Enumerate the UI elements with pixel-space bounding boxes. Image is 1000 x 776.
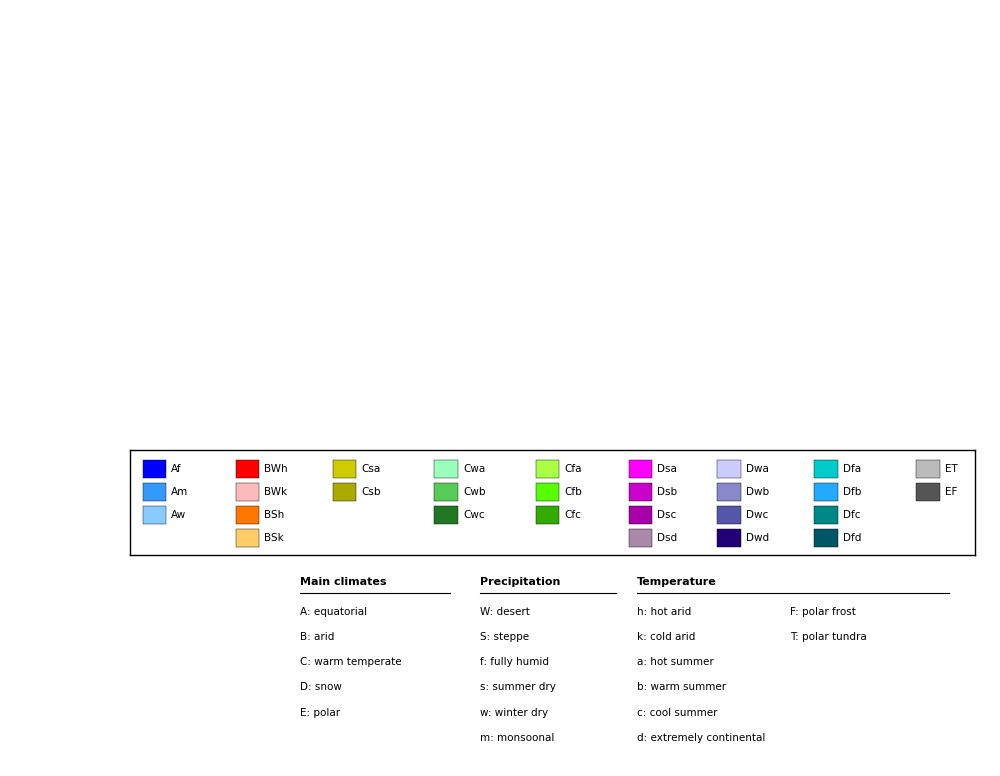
Text: C: warm temperate: C: warm temperate — [300, 657, 402, 667]
Text: F: polar frost: F: polar frost — [790, 607, 855, 617]
Text: h: hot arid: h: hot arid — [637, 607, 691, 617]
Text: Af: Af — [171, 464, 182, 474]
Text: Dwd: Dwd — [746, 533, 769, 543]
Text: BSk: BSk — [264, 533, 284, 543]
Text: s: summer dry: s: summer dry — [480, 683, 556, 692]
Bar — [236, 483, 259, 501]
Bar — [143, 460, 166, 478]
Text: Dwb: Dwb — [746, 487, 769, 497]
Bar — [717, 529, 741, 547]
Text: W: desert: W: desert — [480, 607, 530, 617]
Text: Dsd: Dsd — [657, 533, 677, 543]
Text: d: extremely continental: d: extremely continental — [637, 733, 765, 743]
Bar — [717, 483, 741, 501]
Text: b: warm summer: b: warm summer — [637, 683, 726, 692]
Text: Dfc: Dfc — [843, 510, 861, 520]
Text: k: cold arid: k: cold arid — [637, 632, 695, 642]
Bar — [814, 529, 838, 547]
Bar — [916, 460, 940, 478]
Text: Dfb: Dfb — [843, 487, 862, 497]
Text: f: fully humid: f: fully humid — [480, 657, 549, 667]
Text: Dfa: Dfa — [843, 464, 861, 474]
Text: Cwa: Cwa — [463, 464, 485, 474]
Bar — [434, 506, 458, 524]
Text: a: hot summer: a: hot summer — [637, 657, 713, 667]
Text: Dfd: Dfd — [843, 533, 862, 543]
Text: BWk: BWk — [264, 487, 287, 497]
Bar — [434, 460, 458, 478]
Text: BSh: BSh — [264, 510, 285, 520]
Text: m: monsoonal: m: monsoonal — [480, 733, 555, 743]
Text: Csa: Csa — [362, 464, 381, 474]
Text: A: equatorial: A: equatorial — [300, 607, 367, 617]
Text: Cwb: Cwb — [463, 487, 485, 497]
Text: Cwc: Cwc — [463, 510, 485, 520]
Bar — [629, 460, 652, 478]
Text: ET: ET — [945, 464, 957, 474]
Bar — [536, 506, 559, 524]
Bar — [333, 460, 356, 478]
Text: Temperature: Temperature — [637, 577, 716, 587]
Bar — [814, 483, 838, 501]
Text: BWh: BWh — [264, 464, 288, 474]
Text: Cfa: Cfa — [564, 464, 582, 474]
Text: Cfc: Cfc — [564, 510, 581, 520]
Bar — [236, 529, 259, 547]
Text: Dsa: Dsa — [657, 464, 677, 474]
Text: Dsc: Dsc — [657, 510, 677, 520]
Text: E: polar: E: polar — [300, 708, 340, 718]
Text: Aw: Aw — [171, 510, 187, 520]
Text: Csb: Csb — [362, 487, 381, 497]
Bar — [717, 506, 741, 524]
Bar — [916, 483, 940, 501]
Text: Am: Am — [171, 487, 189, 497]
Bar — [143, 506, 166, 524]
Bar — [814, 460, 838, 478]
Text: Dwa: Dwa — [746, 464, 769, 474]
Text: Main climates: Main climates — [300, 577, 386, 587]
Text: c: cool summer: c: cool summer — [637, 708, 717, 718]
Bar — [143, 483, 166, 501]
Bar — [536, 483, 559, 501]
Bar — [333, 483, 356, 501]
Text: T: polar tundra: T: polar tundra — [790, 632, 866, 642]
Bar — [629, 483, 652, 501]
Bar — [629, 506, 652, 524]
Bar — [629, 529, 652, 547]
Bar — [536, 460, 559, 478]
Text: D: snow: D: snow — [300, 683, 342, 692]
Bar — [434, 483, 458, 501]
Text: Cfb: Cfb — [564, 487, 582, 497]
Text: B: arid: B: arid — [300, 632, 334, 642]
Text: Dsb: Dsb — [657, 487, 677, 497]
Bar — [717, 460, 741, 478]
Bar — [236, 506, 259, 524]
Text: Dwc: Dwc — [746, 510, 768, 520]
Text: EF: EF — [945, 487, 957, 497]
Text: Precipitation: Precipitation — [480, 577, 561, 587]
Bar — [814, 506, 838, 524]
Text: w: winter dry: w: winter dry — [480, 708, 548, 718]
Text: S: steppe: S: steppe — [480, 632, 529, 642]
Bar — [236, 460, 259, 478]
